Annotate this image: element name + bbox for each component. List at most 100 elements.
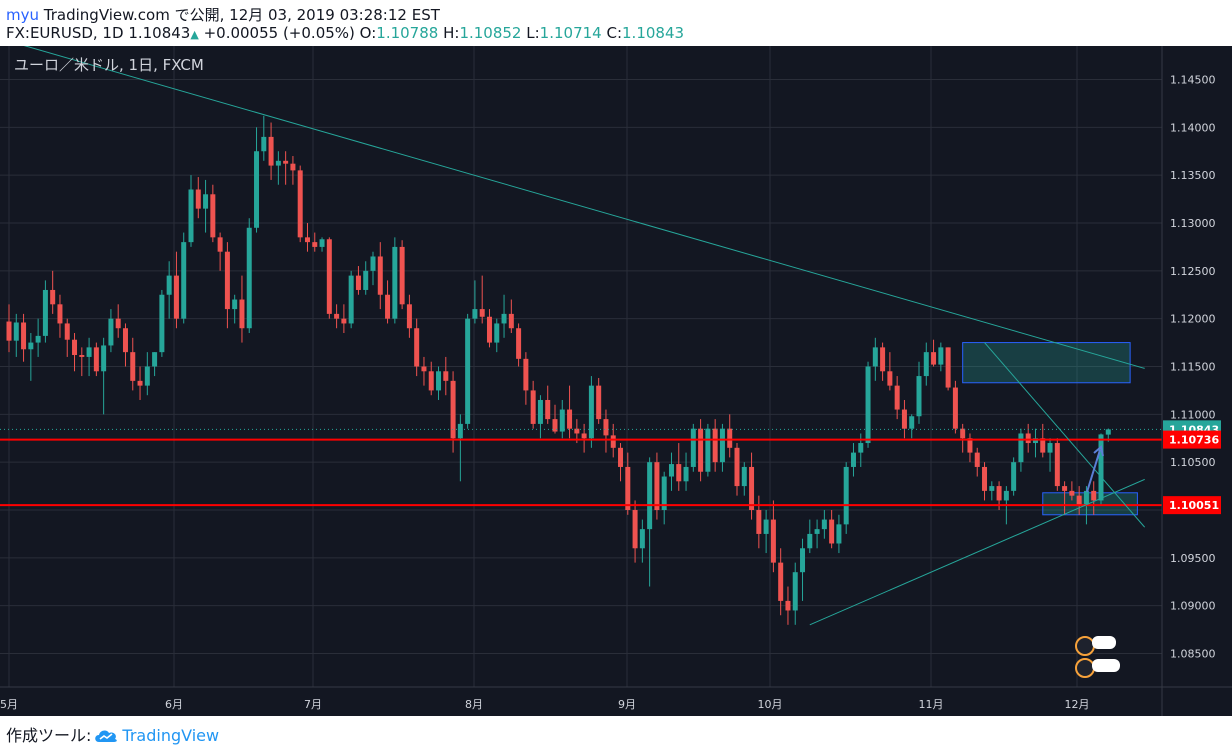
- candle-body[interactable]: [778, 562, 784, 601]
- candle-body[interactable]: [210, 194, 216, 238]
- candle-body[interactable]: [508, 313, 514, 329]
- candle-body[interactable]: [72, 339, 78, 356]
- candle-body[interactable]: [122, 328, 128, 353]
- candle-body[interactable]: [734, 447, 740, 487]
- candle-body[interactable]: [144, 366, 150, 386]
- candle-body[interactable]: [931, 352, 937, 365]
- rectangle-zone[interactable]: [962, 342, 1131, 384]
- candle-body[interactable]: [1047, 443, 1053, 453]
- candle-body[interactable]: [676, 464, 682, 482]
- candle-body[interactable]: [567, 409, 573, 429]
- candle-body[interactable]: [610, 435, 616, 448]
- candle-body[interactable]: [304, 237, 310, 243]
- candle-body[interactable]: [203, 194, 209, 209]
- candle-body[interactable]: [246, 227, 252, 329]
- time-axis[interactable]: 5月 6月 7月 8月 9月 10月 11月 12月: [0, 698, 1090, 711]
- candle-body[interactable]: [938, 347, 944, 365]
- trendline[interactable]: [809, 478, 1145, 626]
- candle-body[interactable]: [523, 358, 529, 391]
- candle-body[interactable]: [13, 322, 19, 341]
- candle-body[interactable]: [261, 136, 267, 152]
- candle-body[interactable]: [79, 355, 85, 357]
- candle-body[interactable]: [945, 347, 951, 388]
- candle-body[interactable]: [385, 294, 391, 319]
- candle-body[interactable]: [858, 443, 864, 453]
- candle-body[interactable]: [414, 328, 420, 367]
- candle-body[interactable]: [574, 428, 580, 434]
- candle-body[interactable]: [537, 399, 543, 424]
- candle-body[interactable]: [770, 519, 776, 563]
- candle-body[interactable]: [486, 316, 492, 343]
- candle-body[interactable]: [115, 318, 121, 329]
- candle-body[interactable]: [501, 313, 507, 324]
- candle-body[interactable]: [86, 347, 92, 357]
- candle-body[interactable]: [792, 572, 798, 611]
- candle-body[interactable]: [64, 323, 70, 340]
- candle-body[interactable]: [654, 462, 660, 511]
- candle-body[interactable]: [967, 438, 973, 453]
- rectangle-zone[interactable]: [1042, 492, 1138, 516]
- candle-body[interactable]: [916, 376, 922, 417]
- candle-body[interactable]: [1098, 434, 1104, 501]
- candle-body[interactable]: [443, 371, 449, 381]
- candle-body[interactable]: [683, 466, 689, 482]
- candle-body[interactable]: [559, 409, 565, 432]
- candle-body[interactable]: [996, 486, 1002, 501]
- candle-body[interactable]: [923, 352, 929, 377]
- candle-body[interactable]: [1025, 433, 1031, 444]
- candle-body[interactable]: [880, 347, 886, 372]
- candle-body[interactable]: [173, 275, 179, 319]
- candle-body[interactable]: [727, 428, 733, 448]
- candle-body[interactable]: [785, 600, 791, 611]
- candle-body[interactable]: [668, 464, 674, 477]
- candle-body[interactable]: [821, 519, 827, 530]
- candle-body[interactable]: [217, 237, 223, 252]
- candle-body[interactable]: [705, 428, 711, 472]
- candle-body[interactable]: [224, 251, 230, 310]
- candle-body[interactable]: [377, 256, 383, 295]
- candle-body[interactable]: [1018, 433, 1024, 463]
- candle-body[interactable]: [603, 419, 609, 436]
- candle-body[interactable]: [450, 380, 456, 439]
- candle-body[interactable]: [749, 466, 755, 511]
- candle-body[interactable]: [268, 136, 274, 166]
- trendline[interactable]: [8, 40, 1145, 369]
- candle-body[interactable]: [632, 510, 638, 549]
- candle-body[interactable]: [974, 452, 980, 467]
- candlestick-chart[interactable]: 1.14500 1.14000 1.13500 1.13000 1.12500 1.120…: [0, 40, 1232, 716]
- site-name[interactable]: TradingView.com: [43, 6, 170, 24]
- candle-body[interactable]: [960, 428, 966, 439]
- candle-body[interactable]: [57, 304, 63, 324]
- candle-body[interactable]: [254, 151, 260, 228]
- candle-body[interactable]: [800, 548, 806, 573]
- candle-body[interactable]: [319, 239, 325, 247]
- candle-body[interactable]: [348, 275, 354, 324]
- candle-body[interactable]: [355, 275, 361, 290]
- candle-body[interactable]: [901, 409, 907, 429]
- candle-body[interactable]: [35, 335, 41, 343]
- candle-body[interactable]: [152, 352, 158, 367]
- candle-body[interactable]: [479, 309, 485, 317]
- candle-body[interactable]: [312, 242, 318, 247]
- candle-body[interactable]: [698, 428, 704, 472]
- candle-body[interactable]: [618, 447, 624, 467]
- candle-body[interactable]: [1105, 429, 1111, 435]
- candle-body[interactable]: [472, 309, 478, 319]
- candle-body[interactable]: [588, 385, 594, 439]
- candle-body[interactable]: [465, 318, 471, 424]
- candle-body[interactable]: [275, 160, 281, 166]
- candle-body[interactable]: [428, 371, 434, 391]
- candle-body[interactable]: [712, 428, 718, 463]
- candle-body[interactable]: [436, 371, 442, 391]
- candle-body[interactable]: [494, 323, 500, 343]
- tradingview-brand-link[interactable]: TradingView: [122, 726, 220, 745]
- candle-body[interactable]: [690, 428, 696, 467]
- candle-body[interactable]: [399, 246, 405, 305]
- candle-body[interactable]: [421, 366, 427, 372]
- candle-body[interactable]: [363, 270, 369, 290]
- candle-body[interactable]: [719, 428, 725, 463]
- candle-body[interactable]: [989, 486, 995, 491]
- candle-body[interactable]: [1091, 490, 1097, 501]
- candle-body[interactable]: [50, 289, 56, 305]
- candle-body[interactable]: [647, 462, 653, 530]
